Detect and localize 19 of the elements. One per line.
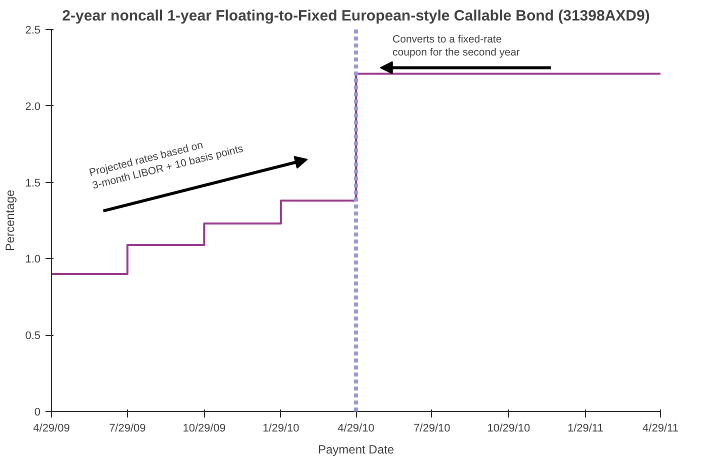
y-tick-label: 2.5 [25, 24, 41, 36]
x-tick-label: 4/29/10 [338, 422, 374, 434]
y-tick-label: 2.0 [25, 100, 41, 113]
y-tick-label: 1.5 [25, 177, 41, 190]
x-tick-label: 7/29/10 [414, 422, 450, 434]
y-tick-label: 1.0 [25, 254, 41, 266]
y-tick-label: 0 [34, 406, 41, 418]
x-tick-label: 1/29/11 [567, 422, 604, 434]
y-tick-label: 0.5 [25, 330, 41, 342]
x-tick-label: 4/29/11 [642, 422, 678, 434]
x-tick-label: 4/29/09 [33, 422, 70, 434]
chart-title: 2-year noncall 1-year Floating-to-Fixed European-style Callable Bond (31398AXD9) [62, 8, 650, 24]
x-tick-label: 10/29/09 [182, 422, 226, 434]
x-tick-label: 7/29/09 [109, 422, 146, 434]
annotation: Converts to a fixed-rate coupon for the second year [392, 33, 520, 59]
y-axis-title: Percentage [3, 189, 18, 252]
x-tick-label: 10/29/10 [487, 422, 530, 434]
x-axis-title: Payment Date [318, 442, 394, 456]
x-tick-label: 1/29/10 [262, 422, 300, 434]
